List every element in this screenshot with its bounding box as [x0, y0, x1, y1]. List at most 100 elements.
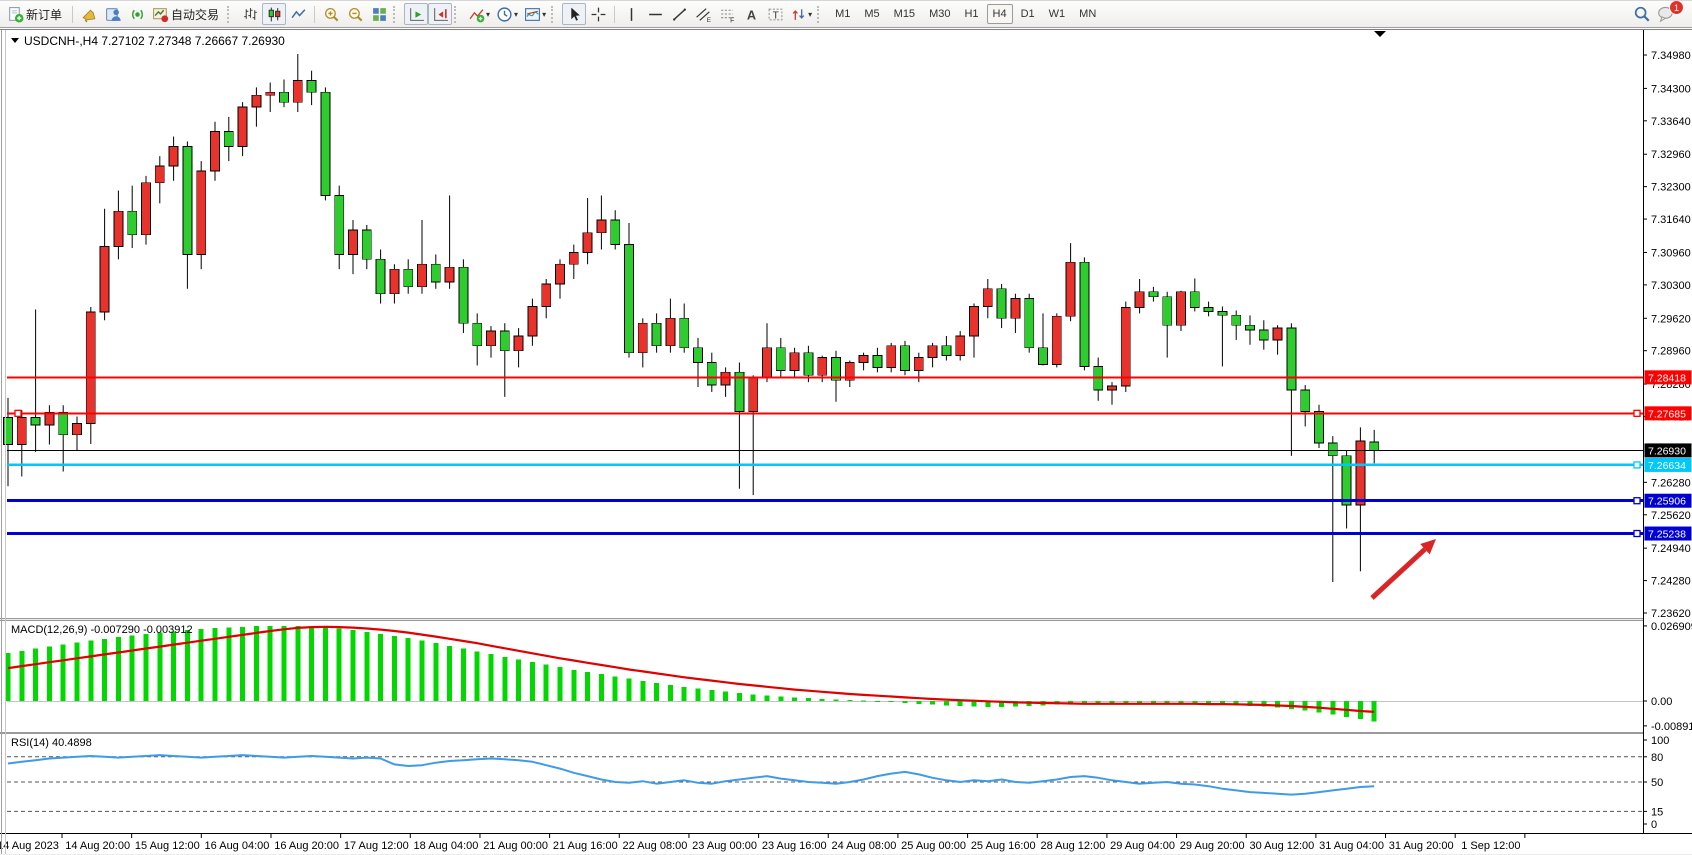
templates-dropdown-caret[interactable]: ▾ [542, 9, 547, 19]
auto-trading-button[interactable]: 自动交易 [149, 3, 225, 25]
arrows-icon [792, 8, 805, 20]
price-axis[interactable]: 7.34980 7.34300 7.33640 7.32960 7.32300 7.316… [1643, 29, 1692, 833]
time-tick-label: 21 Aug 16:00 [553, 840, 618, 852]
indicators-button[interactable]: ▾ [465, 3, 493, 25]
candle-body [789, 352, 800, 371]
macd-histogram-bar [226, 627, 232, 701]
price-chart-canvas[interactable]: MACD(12,26,9) -0.007290 -0.003912 RSI(14)… [0, 29, 1692, 855]
time-tick-label: 18 Aug 04:00 [414, 840, 479, 852]
time-tick-label: 14 Aug 20:00 [65, 840, 130, 852]
templates-button[interactable]: ▾ [521, 3, 549, 25]
macd-axis-label: 0.00 [1651, 696, 1672, 708]
candle-body [168, 145, 179, 167]
timeframe-m15-button[interactable]: M15 [893, 8, 916, 20]
trendline-tool-button[interactable] [667, 3, 691, 25]
hline-handle[interactable] [1633, 497, 1641, 505]
horizontal-line-tool-button[interactable] [643, 3, 667, 25]
candlestick-chart-type-button[interactable] [262, 3, 287, 25]
tile-windows-icon [372, 7, 386, 21]
timeframe-mn-button[interactable]: MN [1079, 8, 1097, 20]
auto-scroll-button[interactable] [404, 3, 429, 25]
arrows-tool-button[interactable]: ▾ [787, 3, 815, 25]
timeframe-m30-button[interactable]: M30 [929, 8, 951, 20]
auto-scroll-icon [409, 7, 424, 21]
candle-body [375, 258, 386, 295]
market-watch-button[interactable] [77, 3, 101, 25]
crosshair-button[interactable] [586, 3, 610, 25]
bar-chart-type-button[interactable] [238, 3, 262, 25]
hline-handle[interactable] [14, 409, 22, 417]
macd-histogram-bar [681, 686, 687, 701]
equidistant-channel-tool-button[interactable]: E [691, 3, 715, 25]
cursor-button[interactable] [562, 3, 587, 25]
macd-histogram-bar [723, 691, 729, 701]
text-label-tool-button[interactable]: T [763, 3, 787, 25]
candle-body [389, 268, 400, 295]
price-badge [1644, 493, 1692, 508]
price-badge [1644, 457, 1692, 472]
candle-body [706, 362, 717, 386]
price-tick-label: 7.34980 [1651, 50, 1691, 62]
macd-pane[interactable]: MACD(12,26,9) -0.007290 -0.003912 [5, 624, 1644, 722]
candle-body [1162, 296, 1173, 326]
tile-windows-button[interactable] [367, 3, 391, 25]
macd-histogram-bar [833, 699, 839, 701]
text-tool-button[interactable]: A [739, 3, 763, 25]
hline-handle[interactable] [1633, 409, 1641, 417]
search-button[interactable] [1630, 3, 1654, 25]
trend-arrow-annotation[interactable] [1370, 539, 1436, 600]
candle-body [982, 288, 993, 307]
signals-button[interactable] [125, 3, 149, 25]
periods-dropdown-caret[interactable]: ▾ [514, 9, 519, 19]
chart-drop-marker-icon[interactable] [1374, 31, 1386, 37]
chart-shift-button[interactable] [428, 3, 453, 25]
timeframe-m1-button[interactable]: M1 [835, 8, 851, 20]
bar-chart-icon [243, 7, 257, 20]
zoom-out-button[interactable] [343, 3, 367, 25]
candle-body [610, 219, 621, 246]
fibonacci-tool-button[interactable]: F [715, 3, 739, 25]
hline-handle[interactable] [1633, 529, 1641, 538]
indicators-dropdown-caret[interactable]: ▾ [486, 9, 491, 19]
indicators-icon [469, 8, 485, 22]
arrows-dropdown-caret[interactable]: ▾ [808, 9, 813, 19]
timeframe-m5-button[interactable]: M5 [864, 8, 880, 20]
candle-body [1355, 440, 1366, 506]
timeframe-w1-button[interactable]: W1 [1048, 8, 1066, 20]
candle-body [196, 170, 207, 255]
timeframe-d1-button[interactable]: D1 [1020, 8, 1035, 20]
macd-histogram-bar [1150, 701, 1156, 704]
price-tick-label: 7.30960 [1651, 247, 1691, 259]
candle-body [693, 347, 703, 363]
rsi-axis-label: 15 [1651, 806, 1663, 818]
candle-body [444, 266, 455, 283]
macd-histogram-bar [1095, 701, 1101, 704]
macd-histogram-bar [750, 694, 756, 701]
macd-histogram-bar [253, 626, 259, 701]
candle-body [72, 422, 82, 436]
candle-body [1079, 261, 1090, 367]
symbol-dropdown-icon[interactable] [11, 38, 19, 43]
expert-advisor-button[interactable] [101, 3, 125, 25]
macd-histogram-bar [1206, 701, 1212, 705]
timeframe-h1-button[interactable]: H1 [964, 8, 979, 20]
candle-body [665, 317, 676, 347]
chart-background [0, 29, 1692, 855]
new-order-button[interactable]: 新订单 [4, 3, 68, 25]
pane-separator[interactable] [0, 618, 1692, 621]
new-order-label: 新订单 [26, 7, 63, 22]
rsi-pane[interactable]: RSI(14) 40.4898 [7, 737, 1643, 812]
periods-button[interactable]: ▾ [493, 3, 521, 25]
price-tick-label: 7.32960 [1651, 149, 1691, 161]
time-tick-label: 1 Sep 12:00 [1461, 840, 1520, 852]
notifications-button[interactable]: 1 [1654, 1, 1684, 25]
line-chart-type-button[interactable] [286, 3, 310, 25]
signal-icon [131, 9, 143, 19]
time-tick-label: 23 Aug 16:00 [762, 840, 827, 852]
candle-body [486, 330, 496, 347]
zoom-in-button[interactable] [319, 3, 343, 25]
timeframe-h4-button[interactable]: H4 [986, 4, 1013, 24]
vertical-line-tool-button[interactable] [619, 3, 643, 25]
candle-body [900, 345, 910, 371]
hline-handle[interactable] [1633, 461, 1641, 469]
